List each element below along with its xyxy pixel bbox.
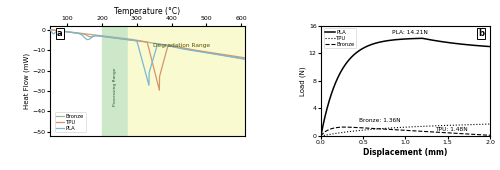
- Bronze: [57, 30, 63, 32]
- PLA: [146, 84, 152, 86]
- Bar: [102, 26, 128, 136]
- TPU: [335, 132, 341, 134]
- TPU: [136, 40, 142, 42]
- Bronze: [242, 58, 248, 60]
- Bronze: [434, 131, 440, 133]
- PLA: [318, 135, 324, 137]
- Y-axis label: Load (N): Load (N): [300, 66, 306, 96]
- Line: TPU: TPU: [50, 30, 244, 90]
- Bronze: [450, 132, 456, 134]
- PLA: [450, 42, 456, 44]
- TPU: [434, 125, 440, 127]
- Text: b: b: [478, 29, 484, 38]
- PLA: [392, 39, 398, 41]
- PLA: [47, 29, 53, 31]
- Legend: Bronze, TPU, PLA: Bronze, TPU, PLA: [54, 112, 86, 132]
- Line: Bronze: Bronze: [321, 127, 490, 136]
- TPU: [487, 123, 493, 125]
- TPU: [47, 29, 53, 31]
- TPU: [453, 124, 459, 126]
- PLA: [236, 57, 242, 59]
- Bronze: [236, 57, 242, 59]
- Legend: PLA, TPU, Bronze: PLA, TPU, Bronze: [324, 28, 356, 48]
- Text: Bronze: 1.36N: Bronze: 1.36N: [359, 118, 401, 123]
- Bronze: [392, 129, 398, 131]
- TPU: [386, 127, 392, 129]
- PLA: [487, 46, 493, 48]
- PLA: [453, 42, 459, 45]
- Bar: [128, 26, 244, 136]
- X-axis label: Displacement (mm): Displacement (mm): [363, 148, 448, 157]
- TPU: [392, 127, 398, 129]
- PLA: [200, 51, 206, 53]
- TPU: [142, 41, 148, 43]
- PLA: [434, 40, 440, 42]
- TPU: [57, 30, 63, 32]
- Bronze: [335, 126, 341, 129]
- PLA: [57, 30, 63, 32]
- Bronze: [487, 134, 493, 136]
- Bronze: [340, 126, 346, 128]
- Bronze: [236, 57, 242, 59]
- PLA: [236, 57, 242, 59]
- Text: Degradation Range: Degradation Range: [154, 44, 210, 48]
- TPU: [156, 89, 162, 91]
- Line: PLA: PLA: [321, 38, 490, 136]
- TPU: [236, 56, 242, 58]
- PLA: [242, 58, 248, 60]
- Text: Processing Range: Processing Range: [113, 68, 117, 106]
- X-axis label: Temperature (°C): Temperature (°C): [114, 7, 180, 16]
- PLA: [386, 39, 392, 41]
- Line: Bronze: Bronze: [50, 30, 244, 59]
- Text: TPU: 1.48N: TPU: 1.48N: [435, 127, 468, 132]
- Bronze: [453, 132, 459, 134]
- TPU: [242, 57, 248, 59]
- TPU: [450, 124, 456, 126]
- Text: a: a: [57, 29, 62, 38]
- Bronze: [136, 40, 142, 42]
- Bronze: [200, 51, 206, 53]
- Bronze: [142, 41, 148, 43]
- PLA: [136, 49, 142, 51]
- Bronze: [386, 128, 392, 130]
- Y-axis label: Heat Flow (mW): Heat Flow (mW): [24, 53, 30, 109]
- Line: PLA: PLA: [50, 30, 244, 85]
- TPU: [318, 135, 324, 137]
- Bronze: [47, 29, 53, 31]
- Line: TPU: TPU: [321, 124, 490, 136]
- PLA: [420, 37, 426, 39]
- PLA: [142, 68, 148, 70]
- TPU: [200, 50, 206, 53]
- TPU: [236, 56, 242, 58]
- PLA: [335, 76, 341, 78]
- Text: PLA: 14.21N: PLA: 14.21N: [392, 30, 428, 35]
- Bronze: [318, 135, 324, 137]
